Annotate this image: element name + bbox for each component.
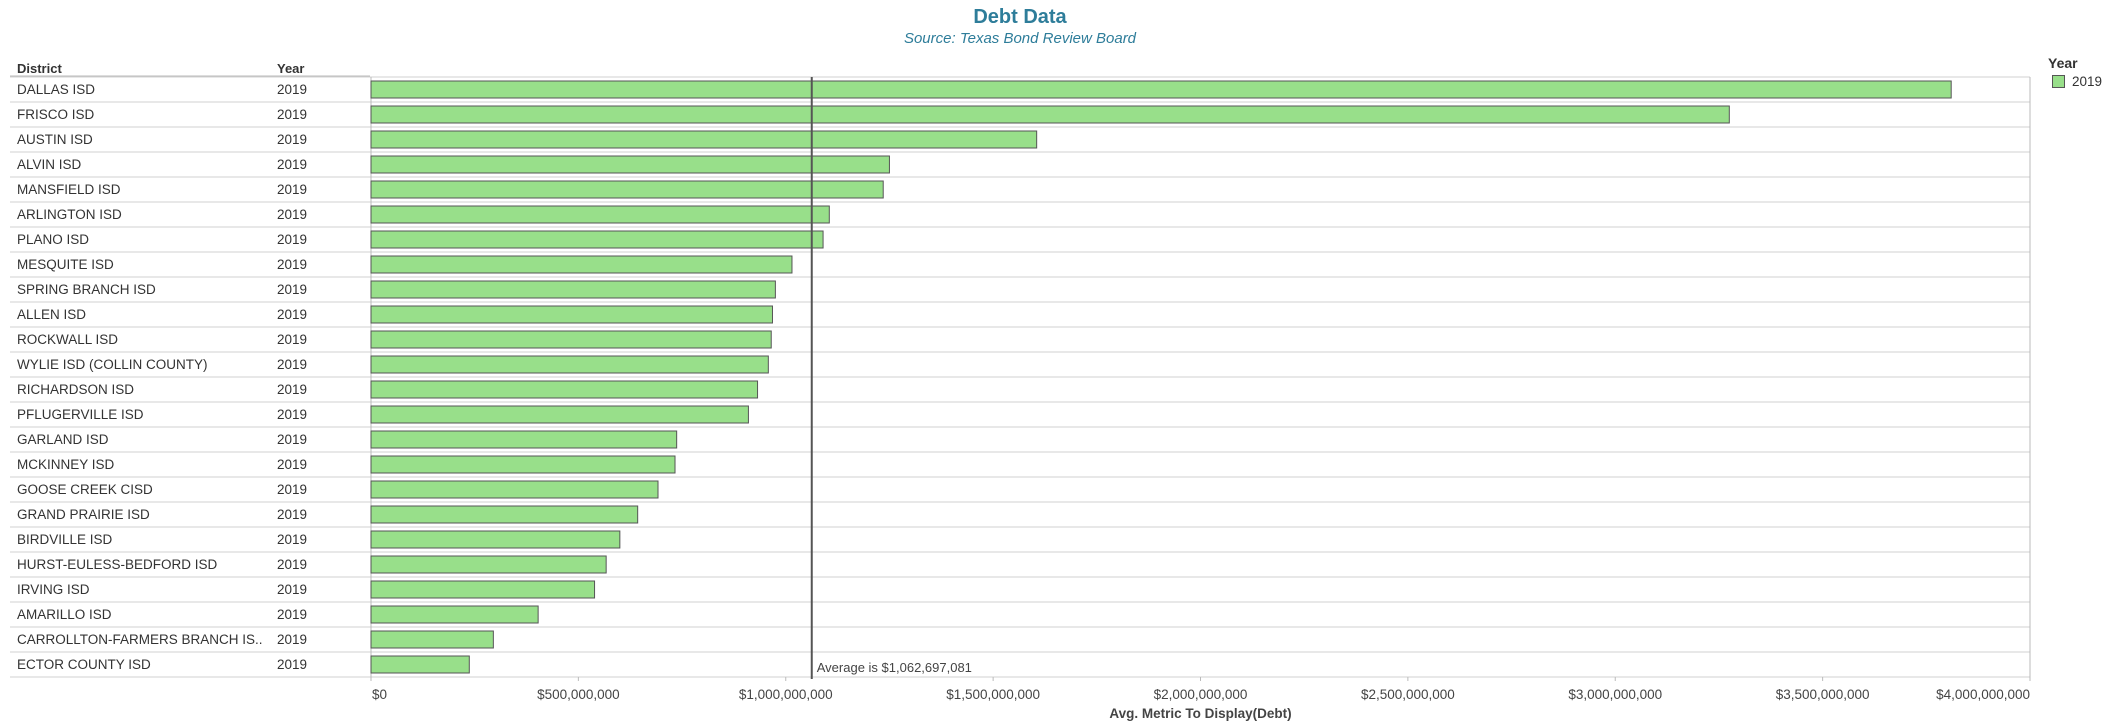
year-column-header: Year [277,61,305,76]
year-label: 2019 [277,507,308,522]
bar [370,180,884,199]
year-label: 2019 [277,107,308,122]
district-label: ECTOR COUNTY ISD [17,657,151,672]
bar [370,555,607,574]
x-tick-label: $3,500,000,000 [1776,687,1870,702]
average-reference-label: Average is $1,062,697,081 [817,660,972,675]
bar [370,230,824,249]
year-label: 2019 [277,407,308,422]
year-label: 2019 [277,582,308,597]
year-label: 2019 [277,157,308,172]
bar [370,205,830,224]
x-tick-label: $1,000,000,000 [739,687,833,702]
year-label: 2019 [277,607,308,622]
x-axis-title: Avg. Metric To Display(Debt) [1109,706,1291,721]
bar [370,580,596,599]
bar [370,380,759,399]
year-label: 2019 [277,432,308,447]
district-label: MANSFIELD ISD [17,182,121,197]
bar [370,455,676,474]
district-column-header: District [17,61,62,76]
x-tick-label: $500,000,000 [537,687,620,702]
x-tick-label: $4,000,000,000 [1936,687,2030,702]
district-label: PLANO ISD [17,232,90,247]
district-label: ALLEN ISD [17,307,87,322]
bar [370,430,678,449]
year-label: 2019 [277,257,308,272]
district-label: BIRDVILLE ISD [17,532,113,547]
district-label: AUSTIN ISD [17,132,93,147]
year-label: 2019 [277,132,308,147]
district-label: MCKINNEY ISD [17,457,115,472]
x-tick-label: $2,000,000,000 [1154,687,1248,702]
year-label: 2019 [277,82,308,97]
bar [370,155,890,174]
year-label: 2019 [277,482,308,497]
district-label: WYLIE ISD (COLLIN COUNTY) [17,357,208,372]
bar [370,105,1730,124]
legend-label: 2019 [2072,74,2103,89]
bar [370,305,773,324]
bar [370,280,776,299]
bar [370,480,659,499]
district-label: RICHARDSON ISD [17,382,135,397]
year-label: 2019 [277,557,308,572]
bar [370,530,621,549]
legend-swatch [2052,75,2065,88]
x-tick-label: $2,500,000,000 [1361,687,1455,702]
district-label: AMARILLO ISD [17,607,112,622]
bar [370,655,470,674]
year-label: 2019 [277,182,308,197]
bar [370,330,772,349]
year-label: 2019 [277,457,308,472]
year-label: 2019 [277,307,308,322]
year-label: 2019 [277,532,308,547]
year-label: 2019 [277,657,308,672]
bar [370,255,793,274]
district-label: CARROLLTON-FARMERS BRANCH IS.. [17,632,263,647]
bar [370,605,539,624]
bar [370,630,494,649]
bar [370,505,639,524]
district-label: GRAND PRAIRIE ISD [17,507,150,522]
legend-title: Year [2048,55,2078,71]
district-label: PFLUGERVILLE ISD [17,407,144,422]
year-label: 2019 [277,232,308,247]
x-tick-label: $1,500,000,000 [946,687,1040,702]
bar [370,405,749,424]
year-label: 2019 [277,357,308,372]
district-label: SPRING BRANCH ISD [17,282,156,297]
district-label: MESQUITE ISD [17,257,114,272]
year-label: 2019 [277,382,308,397]
year-label: 2019 [277,282,308,297]
district-label: GOOSE CREEK CISD [17,482,153,497]
district-label: FRISCO ISD [17,107,95,122]
legend-item-2019[interactable]: 2019 [2052,74,2102,89]
district-label: ARLINGTON ISD [17,207,122,222]
district-label: ALVIN ISD [17,157,82,172]
year-label: 2019 [277,332,308,347]
x-tick-label: $3,000,000,000 [1568,687,1662,702]
district-label: IRVING ISD [17,582,90,597]
x-tick-label: $0 [372,687,387,702]
district-label: GARLAND ISD [17,432,109,447]
year-label: 2019 [277,207,308,222]
bar [370,80,1952,99]
district-label: DALLAS ISD [17,82,96,97]
chart-subtitle: Source: Texas Bond Review Board [903,30,1137,47]
year-label: 2019 [277,632,308,647]
district-label: ROCKWALL ISD [17,332,119,347]
district-label: HURST-EULESS-BEDFORD ISD [17,557,218,572]
bar [370,130,1038,149]
bar [370,355,769,374]
chart-title: Debt Data [973,6,1067,28]
